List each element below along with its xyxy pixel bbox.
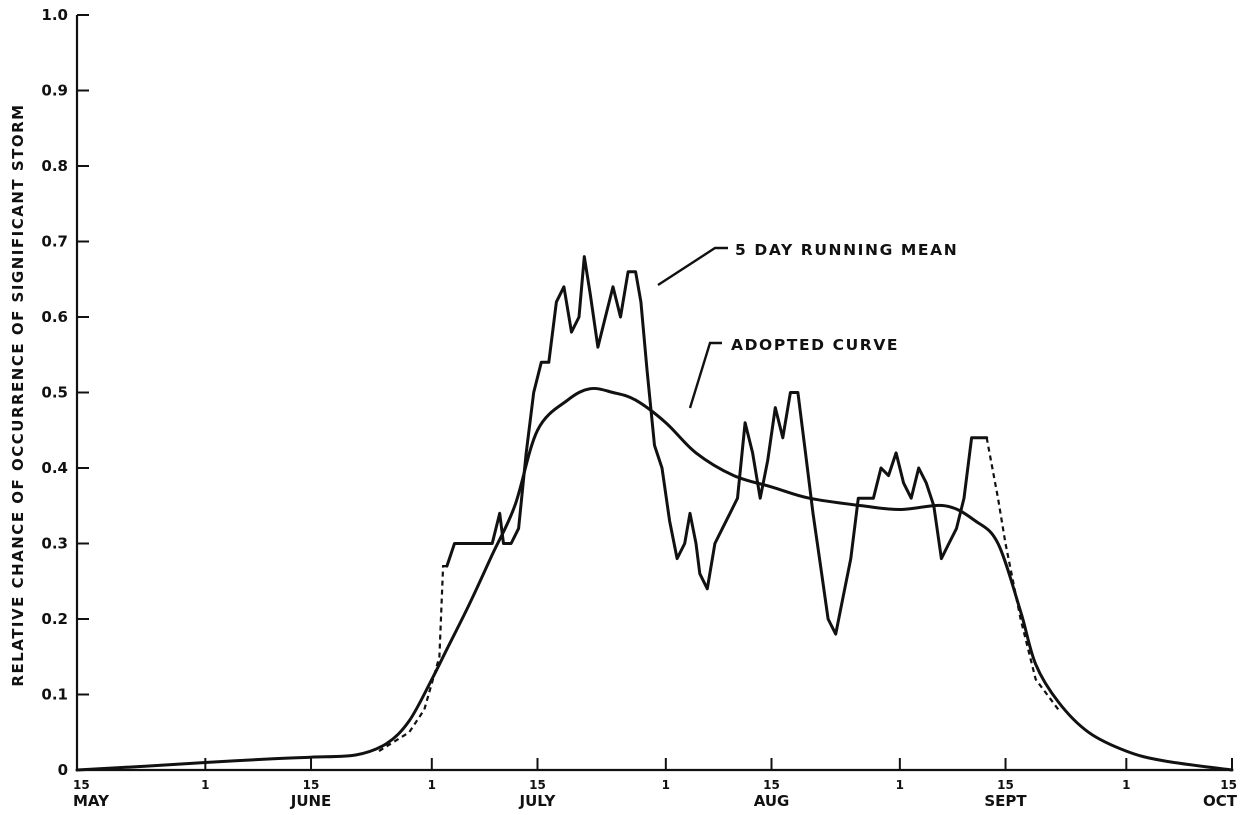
y-tick-label: 0.3 [41,535,68,553]
y-axis-label: RELATIVE CHANCE OF OCCURRENCE OF SIGNIFI… [9,103,27,686]
adopted-curve-line [75,386,1234,772]
y-tick-label: 0.5 [41,384,68,402]
x-tick-day-label: 15 [997,778,1014,792]
y-tick-label: 1.0 [41,6,68,24]
y-tick-label: 0.4 [41,459,68,477]
annotations: 5 DAY RUNNING MEAN ADOPTED CURVE [657,241,958,409]
y-tick-label: 0.8 [41,157,68,175]
dashed-extension-line [378,565,447,753]
axes [75,15,1232,772]
x-tick-day-label: 1 [896,778,904,792]
series-group [75,255,1234,772]
x-tick-month-label: MAY [73,792,110,810]
x-tick-day-label: 15 [303,778,320,792]
annotation-adopted-curve: ADOPTED CURVE [731,336,899,354]
x-tick-month-label: AUG [754,792,790,810]
x-tick-day-label: 15 [73,778,90,792]
y-tick-label: 0.7 [41,233,68,251]
x-tick-month-label: SEPT [984,792,1027,810]
y-tick-label: 0.9 [41,82,68,100]
y-tick-label: 0.6 [41,308,68,326]
x-tick-month-label: JUNE [290,792,332,810]
annotation-running-mean: 5 DAY RUNNING MEAN [735,241,958,259]
x-tick-day-label: 15 [1220,778,1237,792]
x-tick-day-label: 1 [662,778,670,792]
x-tick-month-label: OCT [1203,792,1238,810]
y-tick-label: 0 [58,761,68,779]
annotation-leader-adopted-curve [688,341,722,409]
y-tick-label: 0.2 [41,610,68,628]
annotation-leader-running-mean [657,246,728,287]
x-tick-month-label: JULY [519,792,557,810]
x-tick-day-label: 1 [201,778,209,792]
x-tick-day-label: 15 [529,778,546,792]
dashed-extension-line [985,437,1060,711]
x-tick-day-label: 1 [1122,778,1130,792]
x-tick-day-label: 1 [428,778,436,792]
y-ticks: 0 0.1 0.2 0.3 0.4 0.5 0.6 0.7 0.8 0.9 1.0 [41,6,89,779]
running-mean-line [445,255,989,636]
y-tick-label: 0.1 [41,686,68,704]
x-tick-day-label: 15 [763,778,780,792]
